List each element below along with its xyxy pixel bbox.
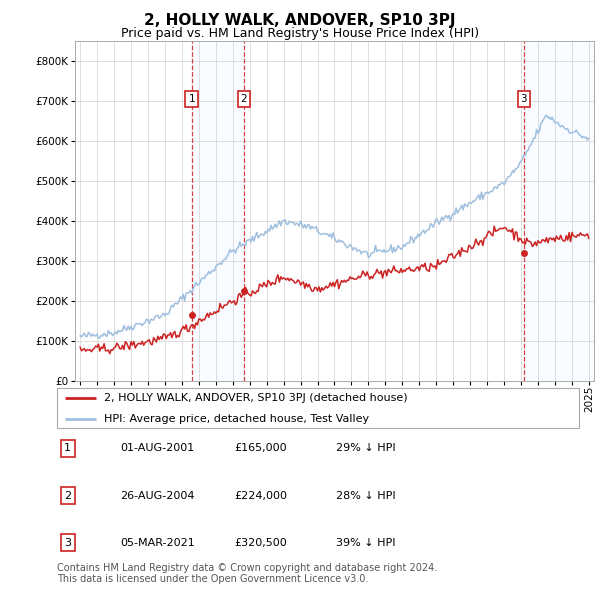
Text: 2: 2 [64, 491, 71, 500]
Text: 2, HOLLY WALK, ANDOVER, SP10 3PJ: 2, HOLLY WALK, ANDOVER, SP10 3PJ [144, 13, 456, 28]
Text: HPI: Average price, detached house, Test Valley: HPI: Average price, detached house, Test… [104, 414, 369, 424]
Text: 1: 1 [188, 94, 195, 104]
Text: 1: 1 [64, 444, 71, 453]
Text: Price paid vs. HM Land Registry's House Price Index (HPI): Price paid vs. HM Land Registry's House … [121, 27, 479, 40]
Text: 2: 2 [241, 94, 247, 104]
Text: 2, HOLLY WALK, ANDOVER, SP10 3PJ (detached house): 2, HOLLY WALK, ANDOVER, SP10 3PJ (detach… [104, 394, 407, 404]
FancyBboxPatch shape [57, 388, 579, 428]
Text: £320,500: £320,500 [234, 538, 287, 548]
Bar [524, 41, 598, 381]
Text: £165,000: £165,000 [234, 444, 287, 453]
Text: 26-AUG-2004: 26-AUG-2004 [120, 491, 194, 500]
Text: This data is licensed under the Open Government Licence v3.0.: This data is licensed under the Open Gov… [57, 574, 368, 584]
Text: 3: 3 [521, 94, 527, 104]
Text: 05-MAR-2021: 05-MAR-2021 [120, 538, 195, 548]
Text: 3: 3 [64, 538, 71, 548]
Bar [191, 41, 244, 381]
Text: 39% ↓ HPI: 39% ↓ HPI [336, 538, 395, 548]
Text: 28% ↓ HPI: 28% ↓ HPI [336, 491, 395, 500]
Text: 29% ↓ HPI: 29% ↓ HPI [336, 444, 395, 453]
Text: Contains HM Land Registry data © Crown copyright and database right 2024.: Contains HM Land Registry data © Crown c… [57, 563, 437, 573]
Text: £224,000: £224,000 [234, 491, 287, 500]
Text: 01-AUG-2001: 01-AUG-2001 [120, 444, 194, 453]
